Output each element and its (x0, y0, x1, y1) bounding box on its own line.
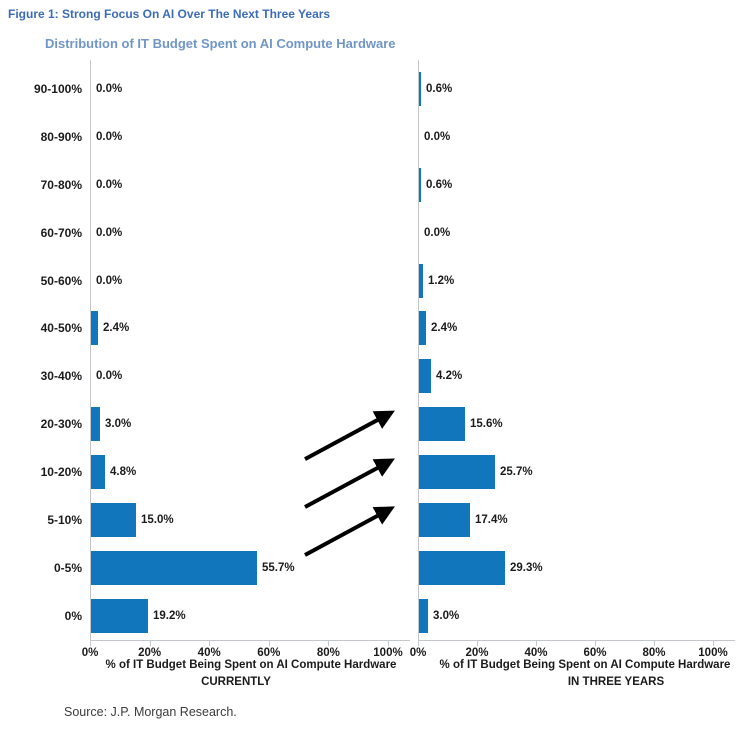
value-label: 0.0% (96, 226, 123, 239)
x-axis-tick (418, 640, 419, 646)
x-axis-tick (713, 640, 714, 646)
shift-arrow (304, 458, 395, 509)
bar (419, 550, 505, 585)
category-label: 50-60% (40, 273, 82, 288)
value-label: 15.6% (470, 418, 503, 431)
bar (419, 311, 426, 346)
x-axis-tick (595, 640, 596, 646)
x-axis-tick-label: 20% (465, 646, 489, 659)
value-label: 29.3% (510, 561, 543, 574)
x-axis-tick (209, 640, 211, 646)
value-label: 2.4% (431, 322, 458, 335)
x-axis-tick-label: 60% (583, 646, 607, 659)
x-axis-tick (536, 640, 537, 646)
bar (91, 503, 136, 538)
bar (91, 407, 100, 442)
category-label: 30-40% (40, 369, 82, 384)
category-label: 0-5% (53, 560, 82, 575)
category-label: 5-10% (47, 513, 82, 528)
bar (91, 311, 98, 346)
value-label: 3.0% (105, 418, 132, 431)
value-label: 4.2% (436, 370, 463, 383)
x-axis-line (90, 639, 410, 641)
category-label: 90-100% (33, 81, 82, 96)
x-axis-label-three-years-line1: % of IT Budget Being Spent on AI Compute… (439, 659, 731, 671)
value-label: 2.4% (103, 322, 130, 335)
x-axis-tick (328, 640, 330, 646)
value-label: 3.0% (433, 609, 460, 622)
x-axis-line (418, 639, 735, 641)
x-axis-tick-label: 60% (257, 646, 281, 659)
value-label: 0.0% (96, 130, 123, 143)
value-label: 17.4% (475, 514, 508, 527)
category-label: 10-20% (40, 465, 82, 480)
x-axis-tick-label: 40% (197, 646, 221, 659)
value-label: 19.2% (153, 609, 186, 622)
value-label: 15.0% (141, 514, 174, 527)
value-label: 0.6% (426, 178, 453, 191)
x-axis-tick (388, 640, 389, 646)
x-axis-tick (90, 640, 91, 646)
value-label: 0.0% (96, 274, 123, 287)
bar (419, 598, 428, 633)
x-axis-tick-label: 80% (642, 646, 666, 659)
x-axis-tick (477, 640, 478, 646)
value-label: 25.7% (500, 466, 533, 479)
bar (91, 455, 105, 490)
category-label: 40-50% (40, 321, 82, 336)
value-label: 0.6% (426, 82, 453, 95)
value-label: 1.2% (428, 274, 455, 287)
x-axis-label-current-line2: CURRENTLY (201, 676, 271, 688)
x-axis-tick (654, 640, 655, 646)
bar (91, 598, 148, 633)
value-label: 0.0% (96, 82, 123, 95)
bar (419, 263, 423, 298)
shift-arrow (304, 506, 395, 557)
x-axis-tick (149, 640, 151, 646)
value-label: 0.0% (424, 130, 451, 143)
source-note: Source: J.P. Morgan Research. (64, 705, 237, 719)
category-label: 70-80% (40, 177, 82, 192)
category-label: 80-90% (40, 129, 82, 144)
x-axis-tick-label: 0% (81, 646, 99, 659)
bar (419, 167, 421, 202)
bar (419, 503, 470, 538)
bar (419, 407, 465, 442)
x-axis-label-current-line1: % of IT Budget Being Spent on AI Compute… (105, 659, 397, 671)
bar (419, 71, 421, 106)
category-label: 0% (64, 608, 82, 623)
x-axis-label-three-years-line2: IN THREE YEARS (567, 676, 665, 688)
value-label: 0.0% (96, 370, 123, 383)
value-label: 0.0% (96, 178, 123, 191)
bar (419, 359, 431, 394)
value-label: 55.7% (262, 561, 295, 574)
x-axis-tick (268, 640, 270, 646)
x-axis-tick-label: 40% (524, 646, 548, 659)
x-axis-tick-label: 80% (316, 646, 340, 659)
value-label: 4.8% (110, 466, 137, 479)
chart-subtitle: Distribution of IT Budget Spent on AI Co… (45, 36, 396, 51)
category-label: 60-70% (40, 225, 82, 240)
x-axis-tick-label: 0% (409, 646, 427, 659)
bar (91, 550, 257, 585)
x-axis-tick-label: 20% (138, 646, 162, 659)
x-axis-tick-label: 100% (698, 646, 728, 659)
shift-arrow (304, 410, 395, 461)
x-axis-tick-label: 100% (373, 646, 403, 659)
category-label: 20-30% (40, 417, 82, 432)
y-axis-line (418, 60, 419, 640)
value-label: 0.0% (424, 226, 451, 239)
bar (419, 455, 495, 490)
y-axis-line (90, 60, 91, 640)
figure-title: Figure 1: Strong Focus On AI Over The Ne… (8, 7, 331, 21)
